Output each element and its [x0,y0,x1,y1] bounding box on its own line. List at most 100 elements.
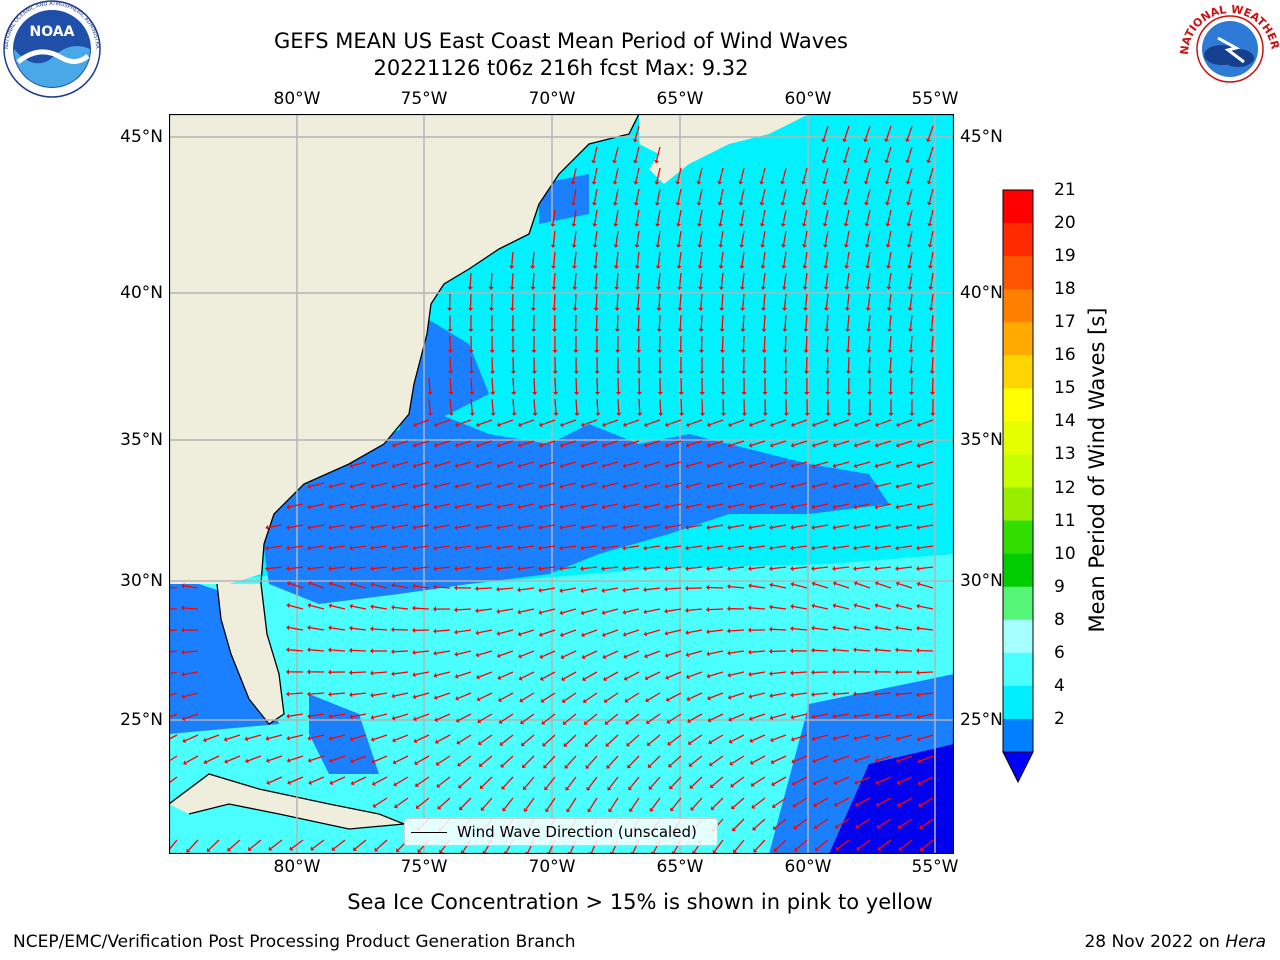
wave-arrow-head [675,181,681,185]
wave-arrow [816,839,829,850]
wave-arrow [352,524,367,529]
wave-arrow-head [571,244,577,248]
wave-arrow-head [433,672,438,678]
wave-arrow-head [753,848,758,853]
wave-arrow-head [448,370,454,374]
wave-arrow-head [572,286,578,290]
wave-arrow-head [727,694,732,700]
wave-arrow-head [853,524,857,530]
wave-arrow [373,734,388,741]
wave-arrow-head [728,739,733,744]
wave-arrow [436,566,451,570]
wave-arrow [698,209,703,224]
wave-arrow-head [628,786,633,791]
wave-arrow-head [391,715,396,721]
wave-arrow [783,272,787,287]
wave-arrow-head [559,442,564,448]
wave-arrow-head [308,780,313,785]
wave-arrow-head [896,758,900,764]
wave-arrow [742,293,745,308]
wave-arrow-head [654,202,660,206]
wave-arrow [499,524,514,529]
wave-arrow [416,755,430,764]
wave-arrow-head [916,670,920,676]
wave-arrow-head [685,524,689,530]
wave-arrow [856,566,871,570]
wave-arrow [793,583,808,589]
wave-arrow-head [476,422,480,428]
wave-arrow-head [769,483,773,489]
wave-arrow [709,671,724,677]
wave-arrow-head [595,412,601,416]
wave-arrow-head [727,650,731,656]
wave-arrow-head [594,391,601,395]
wave-arrow [865,146,871,161]
wave-arrow-head [780,223,786,227]
wave-arrow [919,461,934,467]
wave-arrow [552,230,556,245]
wave-arrow [888,293,892,308]
wave-arrow-head [561,676,566,682]
wave-arrow-head [832,603,836,609]
wave-arrow [847,356,850,372]
wave-arrow-head [412,649,416,656]
wave-arrow-head [624,698,629,703]
wave-arrow-head [625,720,630,725]
wave-arrow [352,734,367,740]
wave-arrow [415,650,430,654]
wave-arrow-head [518,653,522,659]
wave-arrow-head [916,524,920,530]
wave-arrow-head [656,307,662,311]
wave-arrow-head [657,391,663,395]
wave-arrow [782,230,787,245]
wave-arrow-head [479,784,484,789]
wave-arrow [691,776,703,788]
wave-arrow-head [824,370,831,374]
wave-arrow [877,503,892,508]
wave-arrow [898,419,913,426]
wave-arrow-head [769,504,773,510]
wave-arrow [562,524,577,529]
wave-arrow [929,230,934,245]
wave-arrow [373,461,388,467]
lon-tick-bottom: 60°W [784,857,832,877]
wave-arrow-head [762,370,768,374]
wave-arrow [793,524,808,529]
wave-arrow-head [497,422,501,428]
wave-arrow-head [391,604,395,610]
wave-arrow [169,734,178,740]
wave-arrow [720,251,724,266]
wave-arrow-head [832,463,837,469]
wave-arrow-head [286,713,290,719]
wave-arrow-head [585,764,590,769]
wave-arrow [910,335,913,351]
wave-arrow [709,692,724,699]
wave-arrow-head [699,371,705,374]
wave-arrow [688,503,703,508]
wave-arrow-head [582,698,587,703]
wave-arrow [564,713,577,724]
wave-arrow [919,440,934,446]
wave-arrow [804,293,808,308]
colorbar-segment [1003,388,1033,422]
wave-arrow-head [392,737,396,743]
wave-arrow-head [370,648,373,654]
wave-arrow-head [888,391,894,395]
wave-arrow [918,671,934,674]
wave-arrow-head [329,758,333,764]
lat-tick-right: 40°N [960,283,1003,303]
wave-arrow-head [685,463,690,469]
wave-arrow [415,419,430,426]
wave-arrow-head [467,286,473,290]
wave-arrow-head [203,759,208,765]
ocean-dark-bahamas [309,694,379,774]
wave-arrow-head [572,265,578,269]
wave-arrow-head [391,504,395,510]
wave-arrow [562,461,577,467]
wave-arrow-head [560,422,564,428]
wave-arrow-head [454,566,458,572]
wave-arrow-head [897,824,902,829]
wave-arrow [919,419,934,426]
wave-arrow [520,503,535,508]
wave-arrow [740,209,745,224]
